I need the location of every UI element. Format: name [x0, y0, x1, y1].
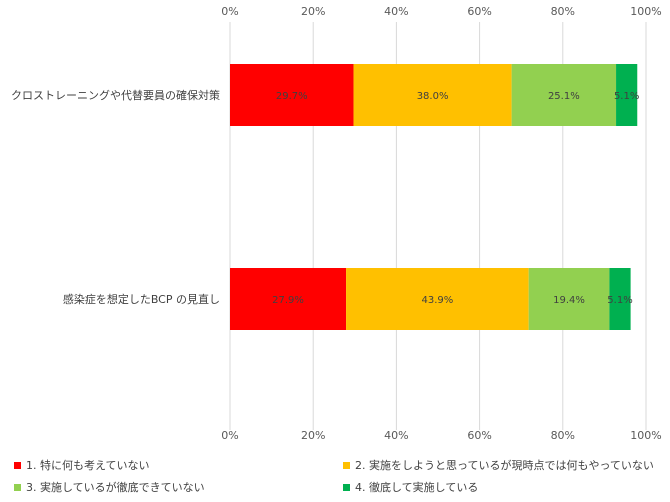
data-label: 38.0%: [417, 91, 449, 102]
bar-segment: [609, 268, 631, 330]
x-tick-label-top: 80%: [551, 5, 575, 18]
stacked-bar-chart: 0% 20% 40% 60% 80% 100% 0% 20% 40% 60% 80% 100% クロ…: [11, 5, 662, 442]
legend-label-1: 1. 特に何も考えていない: [26, 459, 150, 472]
x-tick-label-top: 40%: [384, 5, 408, 18]
x-tick-label-top: 60%: [467, 5, 491, 18]
bar-segment: [230, 64, 354, 126]
legend-swatch-4: [343, 483, 350, 491]
x-tick-label-bottom: 0%: [221, 429, 238, 442]
x-axis-top: 0% 20% 40% 60% 80% 100%: [221, 5, 661, 18]
data-label: 25.1%: [548, 91, 580, 102]
x-tick-label-bottom: 100%: [630, 429, 661, 442]
bar-segment: [230, 268, 347, 330]
legend-label-2: 2. 実施をしようと思っているが現時点では何もやっていない: [355, 459, 654, 472]
x-tick-label-bottom: 80%: [551, 429, 575, 442]
category-label: クロストレーニングや代替要員の確保対策: [11, 88, 220, 102]
data-label: 43.9%: [421, 295, 453, 306]
legend-item-1: 1. 特に何も考えていない: [14, 457, 149, 473]
x-tick-label-bottom: 20%: [301, 429, 325, 442]
legend-label-4: 4. 徹底して実施している: [355, 481, 479, 494]
x-tick-label-top: 0%: [221, 5, 238, 18]
data-label: 27.9%: [272, 295, 304, 306]
bars: [230, 64, 638, 330]
legend-label-3: 3. 実施しているが徹底できていない: [26, 481, 205, 494]
bar-segment: [511, 64, 617, 126]
legend-swatch-3: [14, 483, 21, 491]
data-label: 5.1%: [614, 91, 639, 102]
legend-item-2: 2. 実施をしようと思っているが現時点では何もやっていない: [343, 457, 654, 473]
x-axis-bottom: 0% 20% 40% 60% 80% 100%: [221, 429, 661, 442]
data-label: 5.1%: [607, 295, 632, 306]
legend: 1. 特に何も考えていない 2. 実施をしようと思っているが現時点では何もやって…: [0, 448, 670, 502]
bar-segment: [353, 64, 512, 126]
x-tick-label-bottom: 40%: [384, 429, 408, 442]
legend-swatch-1: [14, 461, 21, 469]
x-tick-label-top: 100%: [630, 5, 661, 18]
x-tick-label-top: 20%: [301, 5, 325, 18]
category-label: 感染症を想定したBCP の見直し: [63, 292, 220, 306]
legend-item-3: 3. 実施しているが徹底できていない: [14, 479, 205, 495]
legend-swatch-2: [343, 461, 350, 469]
legend-item-4: 4. 徹底して実施している: [343, 479, 478, 495]
bar-segment: [528, 268, 610, 330]
bar-segment: [346, 268, 529, 330]
data-label: 29.7%: [276, 91, 308, 102]
data-label: 19.4%: [553, 295, 585, 306]
x-tick-label-bottom: 60%: [467, 429, 491, 442]
data-labels: 29.7% 38.0% 25.1% 5.1% 27.9% 43.9% 19.4% 5.1%: [272, 91, 639, 306]
bar-segment: [616, 64, 638, 126]
